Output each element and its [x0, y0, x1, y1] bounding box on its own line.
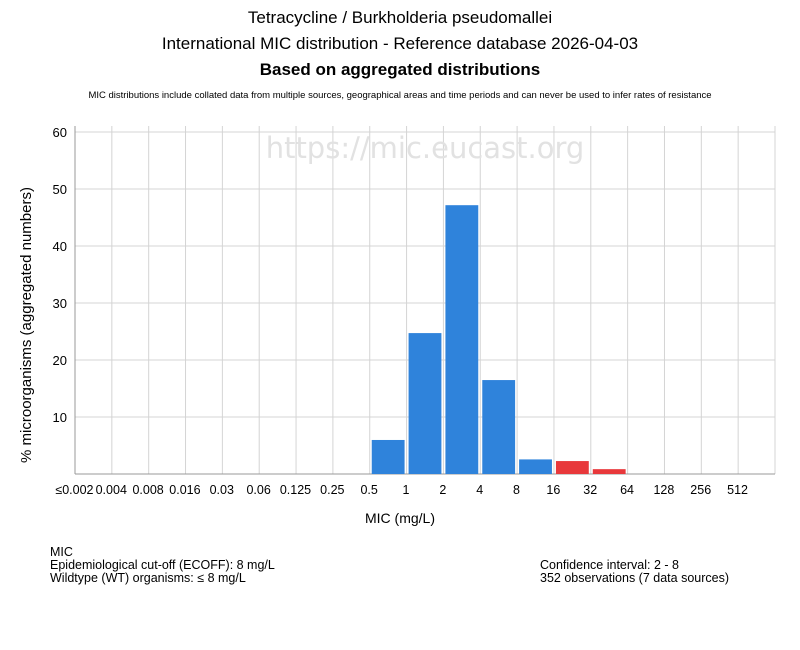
- footer-left: MIC Epidemiological cut-off (ECOFF): 8 m…: [50, 546, 275, 585]
- bar-16: [555, 461, 589, 474]
- footer-mic-label: MIC: [50, 545, 73, 559]
- y-tick-label: 50: [53, 182, 67, 197]
- y-tick-label: 20: [53, 353, 67, 368]
- x-tick-label: 32: [583, 483, 597, 497]
- y-tick-label: 40: [53, 239, 67, 254]
- x-tick-label: 16: [546, 483, 560, 497]
- x-tick-label: 0.03: [210, 483, 234, 497]
- disclaimer-note: MIC distributions include collated data …: [88, 90, 712, 101]
- bar-2: [445, 205, 479, 475]
- y-tick-label: 10: [53, 410, 67, 425]
- x-tick-label: 0.25: [320, 483, 344, 497]
- x-tick-label: 128: [653, 483, 674, 497]
- x-tick-label: 2: [439, 483, 446, 497]
- footer-confidence-interval: Confidence interval: 2 - 8: [540, 558, 679, 572]
- x-tick-label: 0.5: [360, 483, 377, 497]
- bar-32: [592, 469, 626, 474]
- watermark: https://mic.eucast.org: [266, 131, 585, 165]
- x-tick-label: 64: [620, 483, 634, 497]
- x-axis-label: MIC (mg/L): [365, 510, 435, 526]
- x-tick-label: 0.008: [132, 483, 163, 497]
- x-tick-label: 256: [690, 483, 711, 497]
- x-tick-label: 0.016: [169, 483, 200, 497]
- chart-subtitle-2: Based on aggregated distributions: [259, 60, 541, 79]
- x-tick-label: 0.125: [280, 483, 311, 497]
- x-tick-label: 4: [476, 483, 483, 497]
- x-tick-label: ≤0.002: [55, 483, 93, 497]
- y-tick-label: 60: [53, 125, 67, 140]
- x-tick-label: 1: [403, 483, 410, 497]
- bar-0.5: [371, 439, 405, 474]
- y-axis-label: % microorganisms (aggregated numbers): [18, 187, 35, 463]
- footer-right: Confidence interval: 2 - 8 352 observati…: [540, 559, 729, 585]
- bar-4: [482, 380, 516, 474]
- x-tick-label: 0.06: [246, 483, 270, 497]
- chart-subtitle: International MIC distribution - Referen…: [161, 34, 639, 53]
- y-tick-label: 30: [53, 296, 67, 311]
- x-tick-label: 8: [513, 483, 520, 497]
- footer-wildtype: Wildtype (WT) organisms: ≤ 8 mg/L: [50, 571, 246, 585]
- chart-title: Tetracycline / Burkholderia pseudomallei: [247, 8, 553, 27]
- x-tick-label: 512: [727, 483, 748, 497]
- bar-8: [519, 459, 552, 474]
- bar-1: [408, 333, 442, 474]
- x-tick-label: 0.004: [96, 483, 127, 497]
- footer-observations: 352 observations (7 data sources): [540, 571, 729, 585]
- footer-ecoff: Epidemiological cut-off (ECOFF): 8 mg/L: [50, 558, 275, 572]
